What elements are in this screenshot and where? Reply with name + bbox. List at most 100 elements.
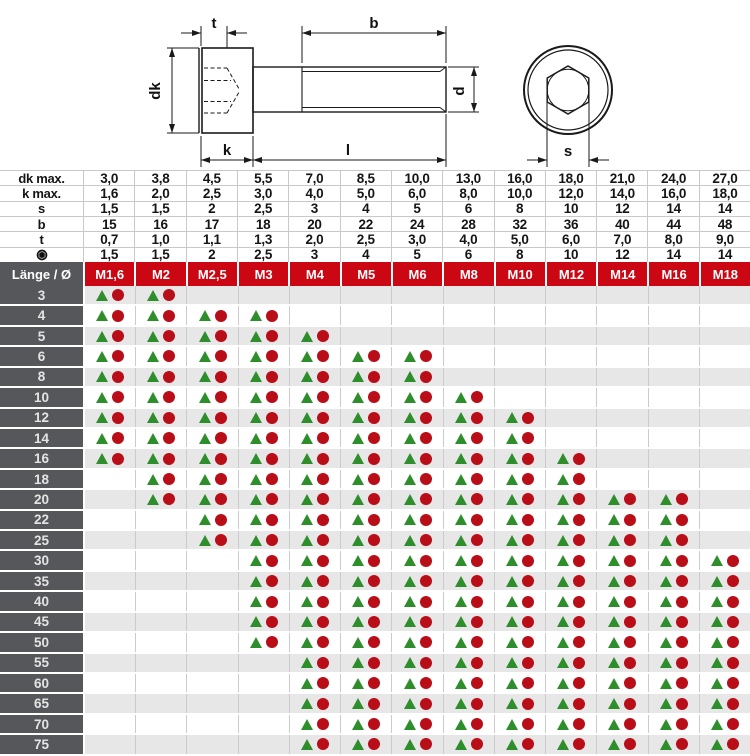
triangle-marker xyxy=(352,575,365,587)
circle-marker xyxy=(521,411,534,424)
triangle-marker xyxy=(352,493,365,505)
availability-cell xyxy=(83,326,136,346)
triangle-marker xyxy=(301,432,314,444)
availability-cell xyxy=(698,388,750,407)
length-cell: 12 xyxy=(0,408,83,427)
availability-cell xyxy=(288,367,341,387)
triangle-marker xyxy=(557,616,570,628)
availability-cell xyxy=(135,674,187,693)
circle-marker xyxy=(521,738,534,751)
availability-cell xyxy=(698,571,750,591)
triangle-marker xyxy=(710,555,723,567)
availability-cell xyxy=(83,633,136,652)
circle-marker xyxy=(675,718,688,731)
availability-cell xyxy=(493,469,546,489)
availability-cell xyxy=(391,694,443,713)
circle-marker xyxy=(112,452,125,465)
circle-marker xyxy=(419,493,432,506)
availability-cell xyxy=(596,347,648,366)
spec-value: 32 xyxy=(493,216,545,232)
circle-marker xyxy=(368,370,381,383)
availability-cell xyxy=(135,469,187,489)
availability-cell xyxy=(391,490,443,509)
circle-marker xyxy=(368,350,381,363)
length-cell: 14 xyxy=(0,428,83,448)
length-cell: 55 xyxy=(0,653,83,673)
availability-cell xyxy=(288,510,341,530)
circle-marker xyxy=(624,513,637,526)
matrix-col-header: M18 xyxy=(698,262,750,286)
availability-cell xyxy=(83,653,136,673)
availability-cell xyxy=(596,428,648,448)
dim-label-s: s xyxy=(564,143,572,160)
spec-value: 27,0 xyxy=(698,171,750,186)
spec-value: 10,0 xyxy=(493,186,545,201)
matrix-row: 3 xyxy=(0,286,750,307)
circle-marker xyxy=(470,391,483,404)
length-cell: 65 xyxy=(0,694,83,713)
triangle-marker xyxy=(608,555,621,567)
availability-cell xyxy=(288,347,341,366)
triangle-marker xyxy=(454,412,467,424)
triangle-marker xyxy=(505,657,518,669)
matrix-row: 10 xyxy=(0,388,750,409)
circle-marker xyxy=(675,534,688,547)
circle-marker xyxy=(368,697,381,710)
triangle-marker xyxy=(352,473,365,485)
triangle-marker xyxy=(608,493,621,505)
triangle-marker xyxy=(96,289,109,301)
circle-marker xyxy=(675,595,688,608)
triangle-marker xyxy=(403,371,416,383)
circle-marker xyxy=(419,411,432,424)
availability-cell xyxy=(135,531,187,550)
availability-cell xyxy=(83,510,136,530)
triangle-marker xyxy=(249,432,262,444)
triangle-marker xyxy=(96,330,109,342)
availability-cell xyxy=(596,735,648,754)
spec-row-label: t xyxy=(39,232,44,247)
triangle-marker xyxy=(557,657,570,669)
availability-cell xyxy=(545,490,597,509)
spec-value: 22 xyxy=(339,216,391,232)
circle-marker xyxy=(214,411,227,424)
spec-row: s 1,5 1,5 2 2,5 3 4 5 6 8 10 12 14 14 xyxy=(0,200,750,216)
availability-cell xyxy=(83,612,136,632)
circle-marker xyxy=(419,718,432,731)
triangle-marker xyxy=(608,596,621,608)
triangle-marker xyxy=(659,657,672,669)
matrix-row: 65 xyxy=(0,694,750,715)
triangle-marker xyxy=(352,657,365,669)
circle-marker xyxy=(675,636,688,649)
availability-cell xyxy=(442,653,494,673)
availability-cell xyxy=(340,326,392,346)
spec-value: 12 xyxy=(596,247,647,262)
length-cell: 35 xyxy=(0,571,83,591)
triangle-marker xyxy=(249,555,262,567)
availability-cell xyxy=(186,531,238,550)
availability-cell xyxy=(340,694,392,713)
circle-marker xyxy=(317,595,330,608)
availability-cell xyxy=(596,469,648,489)
circle-marker xyxy=(163,493,176,506)
circle-marker xyxy=(214,350,227,363)
availability-cell xyxy=(545,551,597,570)
triangle-marker xyxy=(301,453,314,465)
availability-cell xyxy=(288,551,341,570)
triangle-marker xyxy=(147,391,160,403)
availability-cell xyxy=(186,490,238,509)
availability-cell xyxy=(288,653,341,673)
triangle-marker xyxy=(608,616,621,628)
availability-cell xyxy=(186,326,238,346)
technical-drawing: t dk k b l d s xyxy=(147,15,613,167)
circle-marker xyxy=(265,493,278,506)
triangle-marker xyxy=(403,391,416,403)
triangle-marker xyxy=(710,698,723,710)
circle-marker xyxy=(521,656,534,669)
circle-marker xyxy=(419,452,432,465)
matrix-col-header: M8 xyxy=(442,262,494,286)
availability-cell xyxy=(391,510,443,530)
triangle-marker xyxy=(352,432,365,444)
circle-marker xyxy=(675,513,688,526)
availability-cell xyxy=(596,633,648,652)
triangle-marker xyxy=(454,493,467,505)
